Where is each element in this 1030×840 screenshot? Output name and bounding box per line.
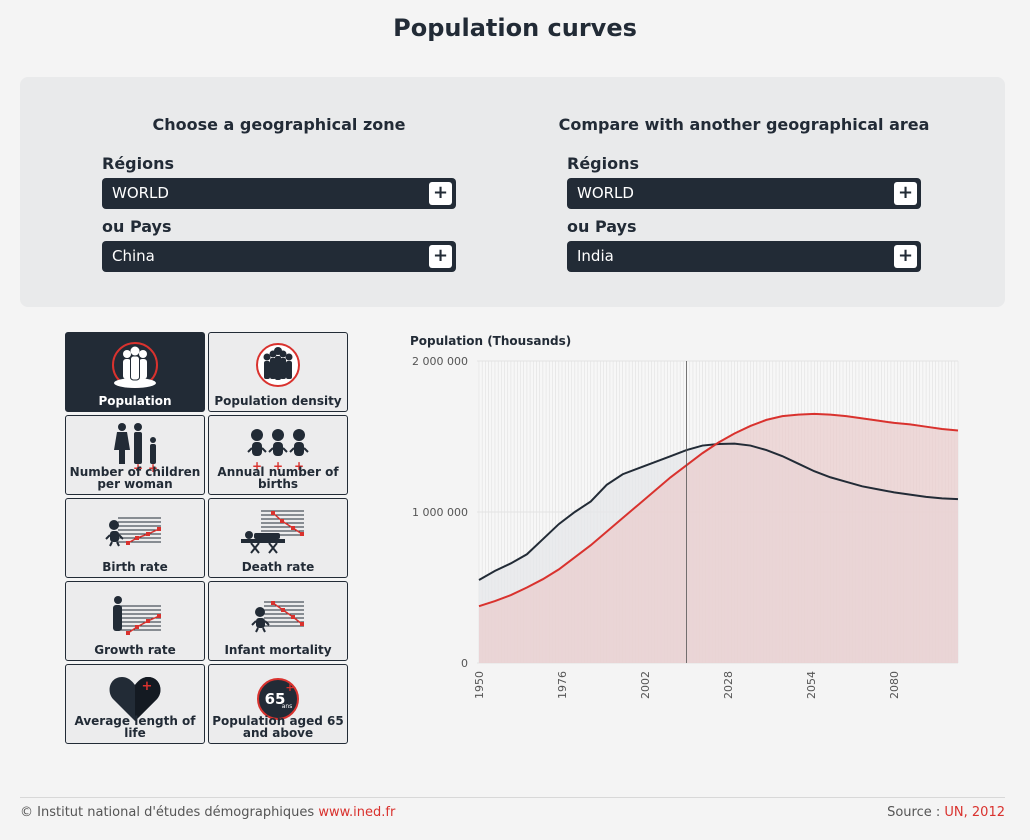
population-chart-svg[interactable]: Population (Thousands) 0 1 000 000 2 000 00… xyxy=(400,330,980,730)
growth-rate-icon xyxy=(113,596,161,635)
plus-icon[interactable]: + xyxy=(894,182,917,205)
indicator-label: Infant mortality xyxy=(224,643,332,657)
x-tick-label: 2002 xyxy=(639,671,652,699)
indicator-aged-65[interactable]: 65 ans + Population aged 65 and above xyxy=(208,664,348,744)
indicator-label: Population xyxy=(98,394,172,408)
population-icon xyxy=(112,342,158,388)
copyright-text: © Institut national d'études démographiq… xyxy=(20,805,315,820)
chart-title: Population (Thousands) xyxy=(410,334,571,348)
plus-icon[interactable]: + xyxy=(894,245,917,268)
age-65-icon: 65 ans + xyxy=(257,678,299,720)
footer-copyright: © Institut national d'études démographiq… xyxy=(20,805,395,820)
x-tick-label: 2054 xyxy=(805,671,818,699)
compare-country-value: India xyxy=(577,247,614,265)
zone-selector-panel: Choose a geographical zone Régions WORLD… xyxy=(20,77,1005,307)
indicator-label: Growth rate xyxy=(94,643,176,657)
death-rate-icon xyxy=(241,510,304,554)
footer-divider xyxy=(20,797,1005,798)
primary-country-label: ou Pays xyxy=(102,217,172,236)
primary-country-select[interactable]: China + xyxy=(102,241,456,272)
compare-region-value: WORLD xyxy=(577,184,634,202)
x-tick-label: 2028 xyxy=(722,671,735,699)
indicator-label: Population density xyxy=(214,394,342,408)
plus-icon[interactable]: + xyxy=(429,245,452,268)
indicator-birth-rate[interactable]: Birth rate xyxy=(65,498,205,578)
indicator-population[interactable]: Population xyxy=(65,332,205,412)
page-title: Population curves xyxy=(393,14,637,42)
indicator-label: Death rate xyxy=(241,560,315,574)
svg-text:+: + xyxy=(148,461,158,474)
infant-mortality-icon xyxy=(251,601,304,633)
svg-text:+: + xyxy=(273,459,283,473)
compare-region-select[interactable]: WORLD + xyxy=(567,178,921,209)
footer-source: Source : UN, 2012 xyxy=(887,805,1005,820)
indicator-death-rate[interactable]: Death rate xyxy=(208,498,348,578)
indicator-label: Average length of life xyxy=(74,714,196,740)
ined-link[interactable]: www.ined.fr xyxy=(318,805,396,820)
primary-region-value: WORLD xyxy=(112,184,169,202)
indicator-label: Number of children per woman xyxy=(69,465,201,491)
heart-icon: + xyxy=(109,677,161,721)
indicator-annual-births[interactable]: + + + Annual number of births xyxy=(208,415,348,495)
indicator-population-density[interactable]: Population density xyxy=(208,332,348,412)
x-tick-label: 2080 xyxy=(888,671,901,699)
compare-zone-heading: Compare with another geographical area xyxy=(558,115,930,134)
series-line-china xyxy=(478,442,959,581)
indicator-label: Birth rate xyxy=(102,560,168,574)
svg-text:+: + xyxy=(252,459,262,473)
plus-icon[interactable]: + xyxy=(429,182,452,205)
y-tick-label: 1 000 000 xyxy=(412,506,468,519)
compare-country-label: ou Pays xyxy=(567,217,637,236)
compare-country-select[interactable]: India + xyxy=(567,241,921,272)
svg-text:+: + xyxy=(133,461,143,474)
source-label: Source : xyxy=(887,805,941,820)
series-line-india xyxy=(478,412,959,608)
population-density-icon xyxy=(256,343,300,387)
age-65-unit: ans xyxy=(282,703,293,710)
indicator-label: Annual number of births xyxy=(217,465,339,491)
svg-text:+: + xyxy=(294,459,304,473)
family-icon: + + xyxy=(114,423,158,474)
x-tick-label: 1950 xyxy=(473,671,486,699)
series-area-india xyxy=(479,413,958,663)
birth-rate-icon xyxy=(105,517,161,547)
population-chart: Population (Thousands) 0 1 000 000 2 000 00… xyxy=(400,330,980,730)
svg-text:+: + xyxy=(285,681,294,694)
source-link[interactable]: UN, 2012 xyxy=(944,805,1005,820)
age-65-number: 65 xyxy=(265,690,286,708)
indicator-growth-rate[interactable]: Growth rate xyxy=(65,581,205,661)
compare-region-label: Régions xyxy=(567,154,640,173)
svg-text:+: + xyxy=(142,679,153,694)
primary-zone-heading: Choose a geographical zone xyxy=(152,115,406,134)
y-tick-label: 2 000 000 xyxy=(412,355,468,368)
primary-region-select[interactable]: WORLD + xyxy=(102,178,456,209)
indicator-label: Population aged 65 and above xyxy=(212,714,344,740)
primary-region-label: Régions xyxy=(102,154,175,173)
indicator-children-per-woman[interactable]: + + Number of children per woman xyxy=(65,415,205,495)
babies-icon: + + + xyxy=(247,429,309,473)
indicator-infant-mortality[interactable]: Infant mortality xyxy=(208,581,348,661)
indicator-life-expectancy[interactable]: + Average length of life xyxy=(65,664,205,744)
primary-country-value: China xyxy=(112,247,155,265)
y-tick-label: 0 xyxy=(461,657,468,670)
x-tick-label: 1976 xyxy=(556,671,569,699)
